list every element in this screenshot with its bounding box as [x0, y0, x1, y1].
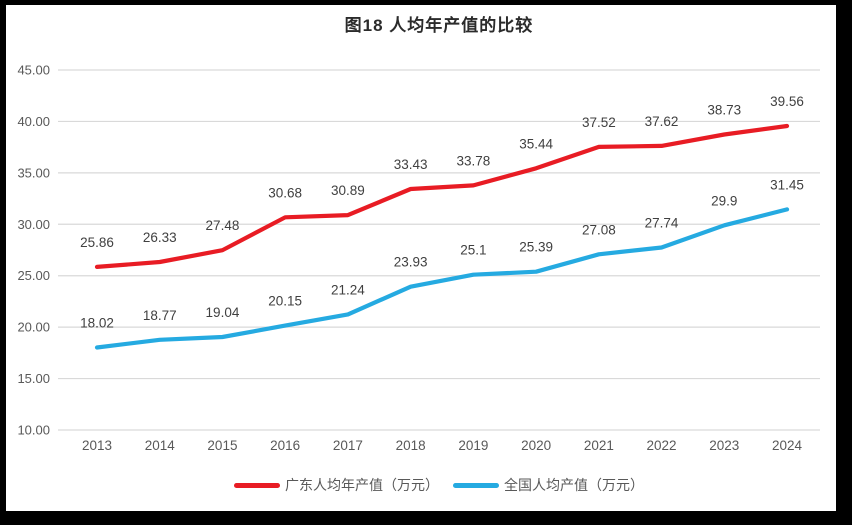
x-tick-label: 2015: [207, 438, 237, 453]
y-tick-label: 30.00: [17, 217, 50, 232]
legend-item-national: 全国人均产值（万元）: [453, 475, 644, 495]
data-label-national: 20.15: [268, 294, 302, 309]
data-label-guangdong: 35.44: [519, 136, 553, 151]
legend-swatch-guangdong: [234, 482, 280, 488]
data-label-national: 25.1: [460, 243, 486, 258]
legend-item-guangdong: 广东人均年产值（万元）: [234, 475, 439, 495]
data-label-national: 29.9: [711, 193, 737, 208]
y-tick-label: 25.00: [17, 268, 50, 283]
data-label-guangdong: 33.78: [456, 153, 490, 168]
y-tick-label: 45.00: [17, 63, 50, 78]
y-tick-label: 20.00: [17, 320, 50, 335]
data-label-guangdong: 25.86: [80, 235, 114, 250]
x-tick-label: 2013: [82, 438, 112, 453]
x-tick-label: 2017: [333, 438, 363, 453]
series-line-national: [94, 207, 790, 350]
data-label-national: 27.08: [582, 222, 616, 237]
data-label-guangdong: 30.89: [331, 183, 365, 198]
chart-legend: 广东人均年产值（万元） 全国人均产值（万元）: [58, 472, 820, 498]
data-label-national: 18.77: [143, 308, 177, 323]
data-label-national: 25.39: [519, 240, 553, 255]
x-tick-label: 2023: [709, 438, 739, 453]
data-label-national: 31.45: [770, 177, 804, 192]
data-label-guangdong: 26.33: [143, 230, 177, 245]
legend-label-national: 全国人均产值（万元）: [504, 477, 644, 493]
data-label-guangdong: 37.62: [645, 114, 679, 129]
chart-frame: [6, 5, 836, 511]
legend-label-guangdong: 广东人均年产值（万元）: [285, 477, 439, 493]
y-tick-label: 15.00: [17, 371, 50, 386]
data-label-national: 27.74: [645, 216, 679, 231]
chart-title: 图18 人均年产值的比较: [344, 16, 534, 35]
x-tick-label: 2021: [584, 438, 614, 453]
data-label-guangdong: 39.56: [770, 94, 804, 109]
x-tick-label: 2024: [772, 438, 803, 453]
data-label-guangdong: 37.52: [582, 115, 616, 130]
y-tick-label: 10.00: [17, 423, 50, 438]
data-label-national: 18.02: [80, 316, 114, 331]
x-tick-label: 2014: [145, 438, 176, 453]
y-tick-label: 35.00: [17, 165, 50, 180]
y-tick-label: 40.00: [17, 114, 50, 129]
series-line-guangdong: [94, 123, 790, 269]
x-tick-label: 2016: [270, 438, 300, 453]
data-label-guangdong: 27.48: [206, 218, 240, 233]
data-label-national: 23.93: [394, 255, 428, 270]
data-label-guangdong: 30.68: [268, 185, 302, 200]
x-tick-label: 2019: [458, 438, 488, 453]
data-label-national: 19.04: [206, 305, 240, 320]
data-label-guangdong: 38.73: [707, 102, 741, 117]
data-label-national: 21.24: [331, 282, 365, 297]
x-tick-label: 2022: [647, 438, 677, 453]
x-tick-label: 2018: [396, 438, 426, 453]
data-label-guangdong: 33.43: [394, 157, 428, 172]
x-tick-label: 2020: [521, 438, 551, 453]
legend-swatch-national: [453, 482, 499, 488]
